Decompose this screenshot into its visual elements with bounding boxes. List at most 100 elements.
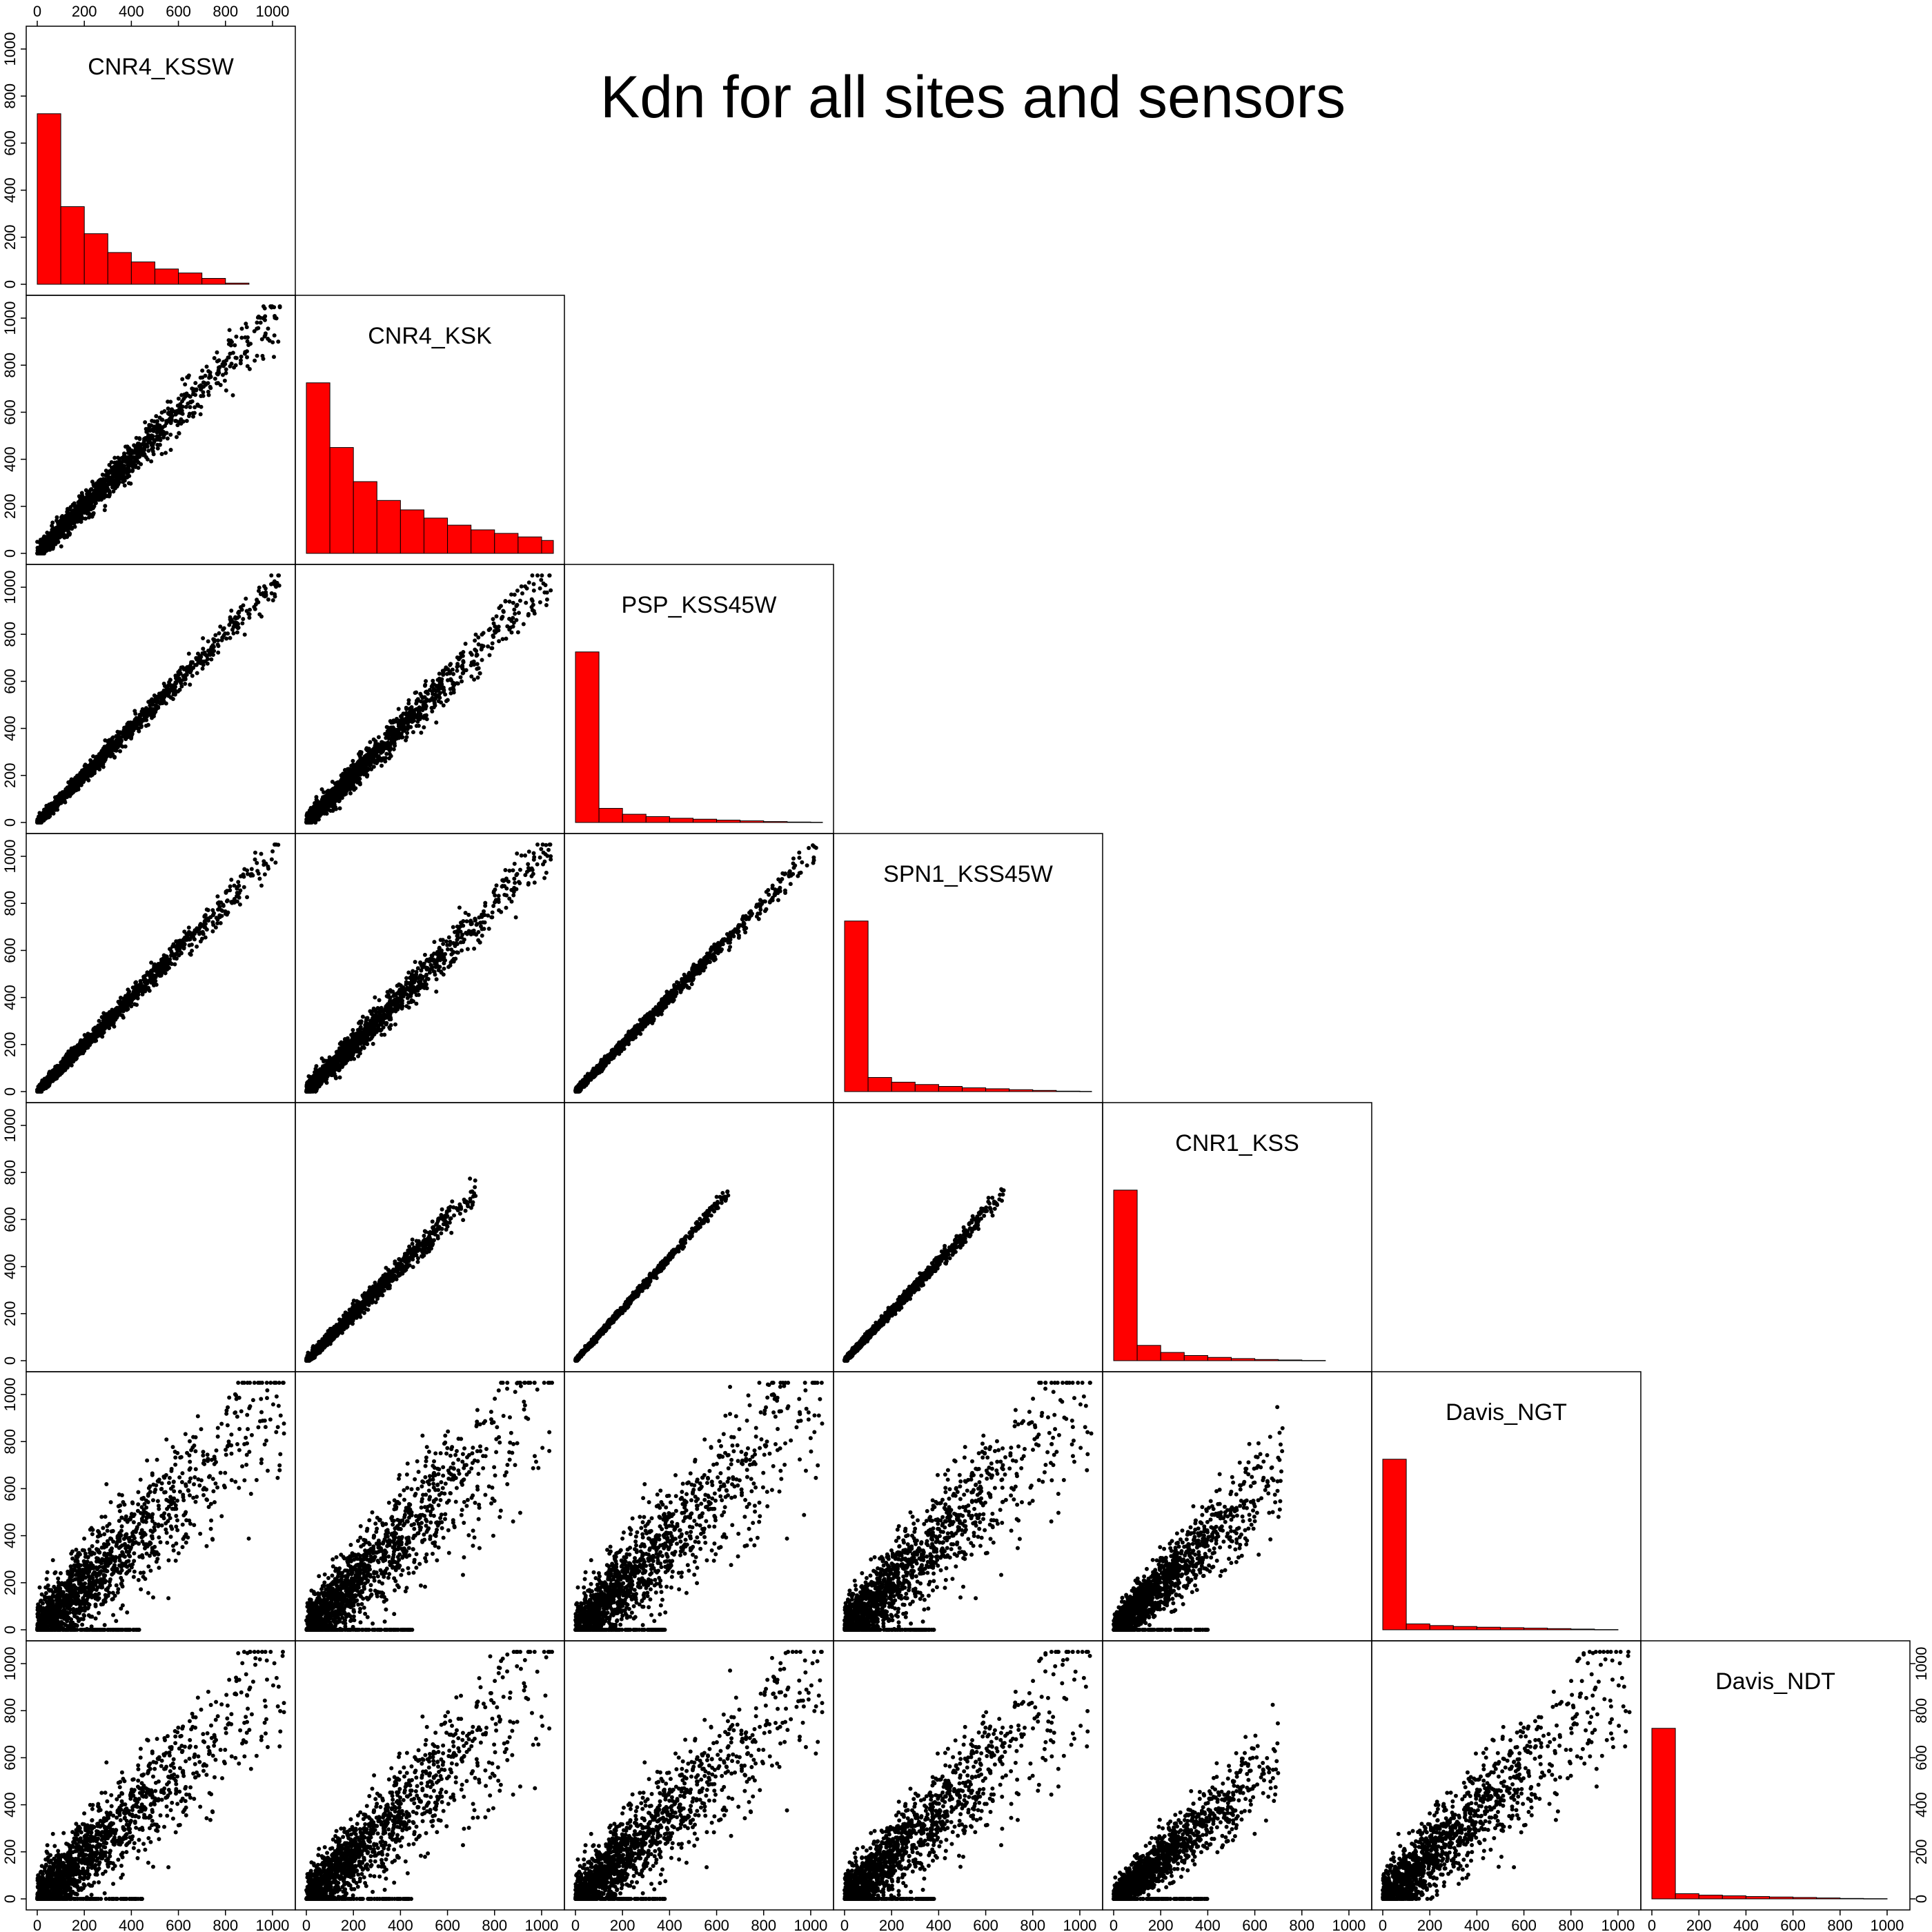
scatter-point (103, 508, 107, 512)
scatter-point (434, 684, 438, 688)
scatter-point (143, 453, 147, 457)
scatter-point (164, 451, 168, 455)
scatter-point (60, 518, 64, 522)
scatter-point (503, 600, 507, 604)
scatter-point (126, 733, 130, 738)
scatter-point (148, 699, 152, 703)
scatter-point (224, 388, 228, 393)
histogram-bar (84, 234, 108, 284)
scatter-point (128, 720, 132, 724)
scatter-point (55, 515, 59, 520)
scatter-point (538, 600, 542, 604)
scatter-point (243, 352, 247, 356)
histogram-bar (1571, 1629, 1595, 1630)
scatter-point (383, 759, 387, 763)
scatter-point (273, 842, 277, 847)
scatter-point (243, 633, 247, 637)
scatter-point (406, 724, 410, 728)
scatter-point (477, 642, 481, 647)
scatter-point (480, 658, 484, 662)
scatter-point (201, 394, 206, 398)
scatter-point (475, 653, 479, 657)
scatter-point (511, 624, 515, 629)
scatter-point (233, 615, 237, 619)
scatter-point (148, 711, 152, 715)
scatter-point (269, 582, 273, 586)
scatter-point (476, 676, 480, 680)
scatter-point (332, 801, 336, 805)
scatter-point (61, 528, 65, 532)
histogram-bar (962, 1088, 985, 1092)
scatter-point (474, 649, 478, 653)
scatter-point (77, 779, 81, 783)
scatter-point (127, 729, 131, 733)
scatter-point (168, 678, 172, 682)
histogram-bar (330, 448, 353, 553)
scatter-point (426, 691, 430, 696)
scatter-point (213, 633, 217, 637)
scatter-point (88, 512, 92, 516)
scatter-point (368, 740, 372, 744)
histogram-bar (226, 283, 249, 284)
scatter-point (547, 573, 551, 578)
scatter-point (417, 709, 421, 713)
scatter-point (245, 895, 249, 899)
variable-label: CNR4_KSK (368, 323, 492, 349)
scatter-point (75, 512, 79, 516)
scatter-point (184, 673, 188, 677)
scatter-point (253, 329, 257, 333)
histogram-bar (424, 518, 447, 553)
scatter-point (172, 684, 177, 688)
scatter-point (306, 811, 310, 816)
scatter-point (263, 333, 267, 337)
scatter-point (475, 662, 480, 666)
histogram-bar (518, 537, 542, 553)
scatter-point (84, 488, 88, 492)
scatter-point (177, 673, 181, 677)
scatter-point (535, 573, 540, 578)
scatter-point (270, 591, 274, 595)
scatter-point (437, 671, 442, 676)
histogram-bar (1840, 1898, 1864, 1899)
scatter-point (364, 747, 368, 751)
scatter-point (240, 621, 244, 625)
scatter-point (368, 764, 372, 768)
scatter-point (273, 316, 277, 320)
scatter-point (545, 591, 549, 595)
histogram-bar (1746, 1897, 1769, 1899)
scatter-point (389, 740, 393, 744)
scatter-point (502, 610, 506, 614)
scatter-point (101, 477, 106, 482)
scatter-point (216, 638, 220, 642)
scatter-point (259, 321, 263, 325)
variable-label: CNR1_KSS (1175, 1130, 1299, 1156)
scatter-point (480, 633, 484, 637)
scatter-point (389, 725, 393, 729)
scatter-point (544, 583, 548, 587)
histogram-bar (599, 809, 622, 822)
scatter-point (159, 432, 163, 436)
scatter-point (464, 642, 468, 646)
scatter-point (206, 657, 210, 661)
scatter-point (201, 647, 205, 651)
scatter-point (98, 761, 102, 765)
scatter-point (148, 706, 152, 710)
scatter-point (181, 665, 185, 669)
scatter-point (95, 481, 99, 485)
scatter-point (133, 463, 137, 467)
scatter-point (268, 304, 273, 308)
scatter-point (221, 633, 226, 638)
scatter-point (386, 736, 390, 740)
scatter-point (430, 684, 434, 688)
scatter-point (277, 584, 282, 588)
scatter-point (150, 443, 154, 447)
scatter-point (329, 793, 333, 798)
scatter-point (357, 773, 361, 777)
scatter-point (455, 669, 459, 673)
scatter-point (278, 304, 282, 308)
scatter-point (95, 497, 99, 501)
scatter-point (215, 351, 219, 355)
scatter-point (174, 413, 178, 417)
scatter-point (401, 728, 405, 732)
scatter-point (180, 377, 184, 382)
